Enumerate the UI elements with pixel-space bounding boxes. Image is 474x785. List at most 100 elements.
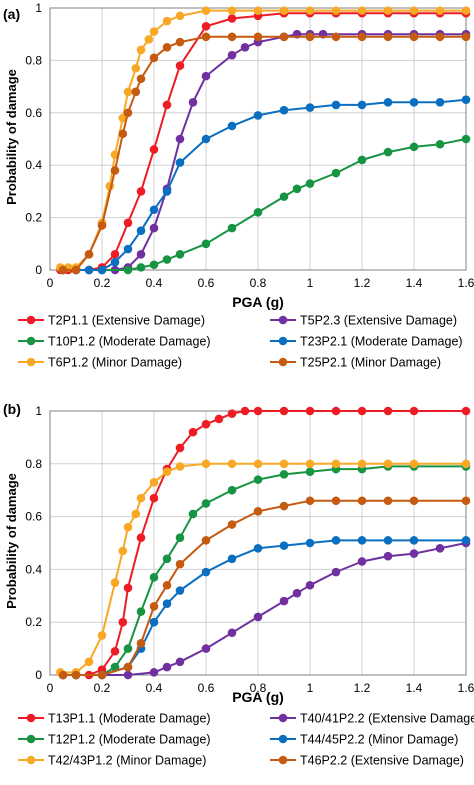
data-point — [461, 32, 471, 42]
legend-label: T10P1.2 (Moderate Damage) — [48, 335, 211, 349]
data-point — [409, 549, 419, 558]
data-point — [409, 496, 419, 506]
data-point — [253, 32, 263, 42]
x-tick-label: 0 — [47, 276, 54, 290]
data-point — [279, 406, 289, 416]
data-point — [201, 459, 211, 469]
data-point — [305, 179, 315, 188]
data-point — [97, 670, 107, 680]
data-point — [97, 221, 107, 230]
data-point — [188, 509, 198, 519]
data-point — [305, 103, 315, 112]
data-point — [227, 409, 237, 418]
data-point — [162, 255, 172, 264]
y-tick-label: 0 — [35, 668, 42, 682]
data-point — [409, 6, 419, 15]
data-point — [253, 6, 263, 15]
y-tick-label: 0.2 — [25, 615, 42, 629]
x-tick-label: 1.6 — [458, 681, 474, 695]
y-tick-label: 0 — [35, 263, 42, 277]
series-5 — [58, 32, 471, 275]
data-point — [175, 37, 185, 47]
data-point — [435, 32, 445, 42]
data-point — [123, 218, 133, 228]
data-point — [279, 32, 289, 42]
x-tick-label: 1.2 — [354, 681, 371, 695]
data-point — [118, 113, 128, 123]
data-point — [149, 260, 159, 270]
data-point — [227, 50, 237, 60]
data-point — [253, 507, 263, 516]
data-point — [175, 134, 185, 144]
data-point — [253, 475, 263, 484]
data-point — [461, 496, 471, 506]
legend-marker — [26, 315, 36, 325]
data-point — [136, 639, 146, 648]
data-point — [136, 249, 146, 259]
legend-marker — [278, 734, 288, 744]
data-point — [118, 617, 128, 627]
panel-label-b: (b) — [3, 401, 21, 417]
data-point — [461, 459, 471, 469]
data-point — [305, 459, 315, 469]
x-tick-label: 0.6 — [198, 681, 215, 695]
data-point — [357, 536, 367, 545]
data-point — [201, 71, 211, 81]
y-tick-label: 0.6 — [25, 510, 42, 524]
data-point — [175, 533, 185, 543]
x-tick-label: 0.4 — [146, 681, 163, 695]
data-point — [162, 187, 172, 196]
data-point — [383, 98, 393, 107]
legend-marker — [26, 357, 36, 367]
data-point — [201, 499, 211, 508]
data-point — [149, 617, 159, 627]
data-point — [162, 554, 172, 564]
data-point — [253, 612, 263, 622]
data-point — [409, 459, 419, 469]
legend-label: T40/41P2.2 (Extensive Damage) — [300, 712, 474, 726]
data-point — [136, 607, 146, 616]
data-point — [162, 467, 172, 477]
data-point — [136, 493, 146, 503]
legend: T13P1.1 (Moderate Damage) T40/41P2.2 (Ext… — [18, 712, 474, 768]
legend-marker — [26, 713, 36, 723]
data-point — [227, 459, 237, 469]
data-point — [357, 6, 367, 15]
data-point — [227, 554, 237, 564]
chart-panel-a: (a) PGA (g) Probability of damage 0 0.2 0.… — [3, 1, 474, 370]
data-point — [435, 98, 445, 107]
data-point — [331, 32, 341, 42]
data-point — [188, 427, 198, 437]
data-point — [331, 168, 341, 178]
legend-label: T46P2.2 (Extensive Damage) — [300, 754, 464, 768]
series-0 — [58, 406, 471, 680]
data-point — [305, 580, 315, 590]
data-point — [162, 599, 172, 609]
legend-label: T2P1.1 (Extensive Damage) — [48, 314, 205, 328]
data-point — [149, 223, 159, 233]
data-point — [201, 32, 211, 42]
legend-marker — [278, 357, 288, 367]
series-line — [63, 410, 466, 676]
data-point — [162, 580, 172, 590]
data-point — [253, 543, 263, 553]
data-point — [201, 419, 211, 429]
legend-marker — [26, 755, 36, 765]
legend-label: T12P1.2 (Moderate Damage) — [48, 733, 211, 747]
data-point — [136, 45, 146, 55]
data-point — [383, 536, 393, 545]
data-point — [331, 536, 341, 545]
data-point — [110, 257, 120, 267]
data-point — [435, 543, 445, 553]
data-point — [149, 53, 159, 63]
data-point — [383, 496, 393, 506]
data-point — [331, 567, 341, 577]
data-point — [305, 467, 315, 477]
data-point — [149, 145, 159, 154]
x-tick-label: 0.8 — [250, 681, 267, 695]
legend-label: T23P2.1 (Moderate Damage) — [300, 335, 463, 349]
series-line — [63, 465, 466, 676]
data-point — [279, 459, 289, 469]
data-point — [383, 551, 393, 561]
data-point — [71, 265, 81, 275]
